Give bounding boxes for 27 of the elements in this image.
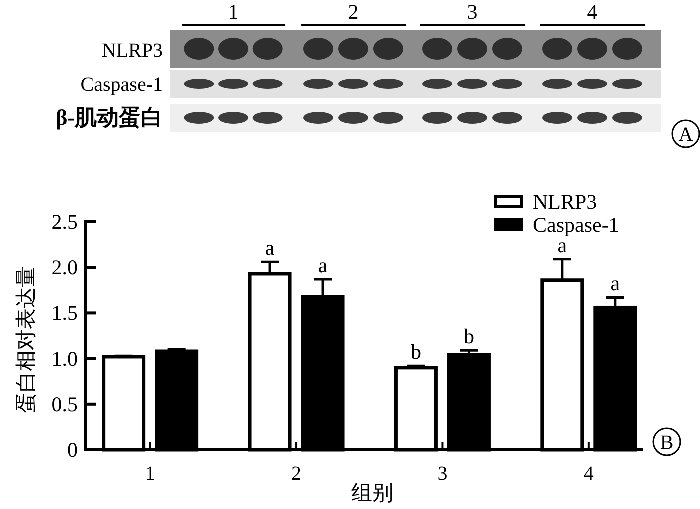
y-tick-label: 1.5 xyxy=(52,301,78,326)
text: 1 xyxy=(228,0,239,24)
text: NLRP3 xyxy=(102,40,163,62)
text: Caspase-1 xyxy=(80,74,163,96)
x-tick-label: 2 xyxy=(292,463,302,485)
text: β-肌动蛋白 xyxy=(56,105,163,130)
annotation: a xyxy=(318,253,328,278)
annotation: a xyxy=(610,272,621,296)
annotation: a xyxy=(265,236,276,260)
text: 3 xyxy=(467,0,478,24)
text: A xyxy=(678,124,694,146)
y-tick-label: 2.0 xyxy=(52,256,78,280)
y-tick-label: 0.5 xyxy=(52,392,78,416)
x-tick-label: 3 xyxy=(438,463,448,485)
y-axis-title: 蛋白相对表达量 xyxy=(14,266,38,414)
y-tick-label: 0 xyxy=(68,438,78,462)
y-tick-label: 2.5 xyxy=(52,210,78,234)
text: 4 xyxy=(587,0,598,24)
y-tick-label: 1.0 xyxy=(52,346,78,371)
x-axis-title: 组别 xyxy=(352,481,394,505)
text: B xyxy=(660,432,674,454)
text: 2 xyxy=(348,0,359,24)
legend-label: NLRP3 xyxy=(533,190,598,214)
annotation: b xyxy=(464,324,474,349)
x-tick-label: 1 xyxy=(145,463,156,485)
x-tick-label: 4 xyxy=(584,463,594,485)
annotation: b xyxy=(410,340,422,364)
